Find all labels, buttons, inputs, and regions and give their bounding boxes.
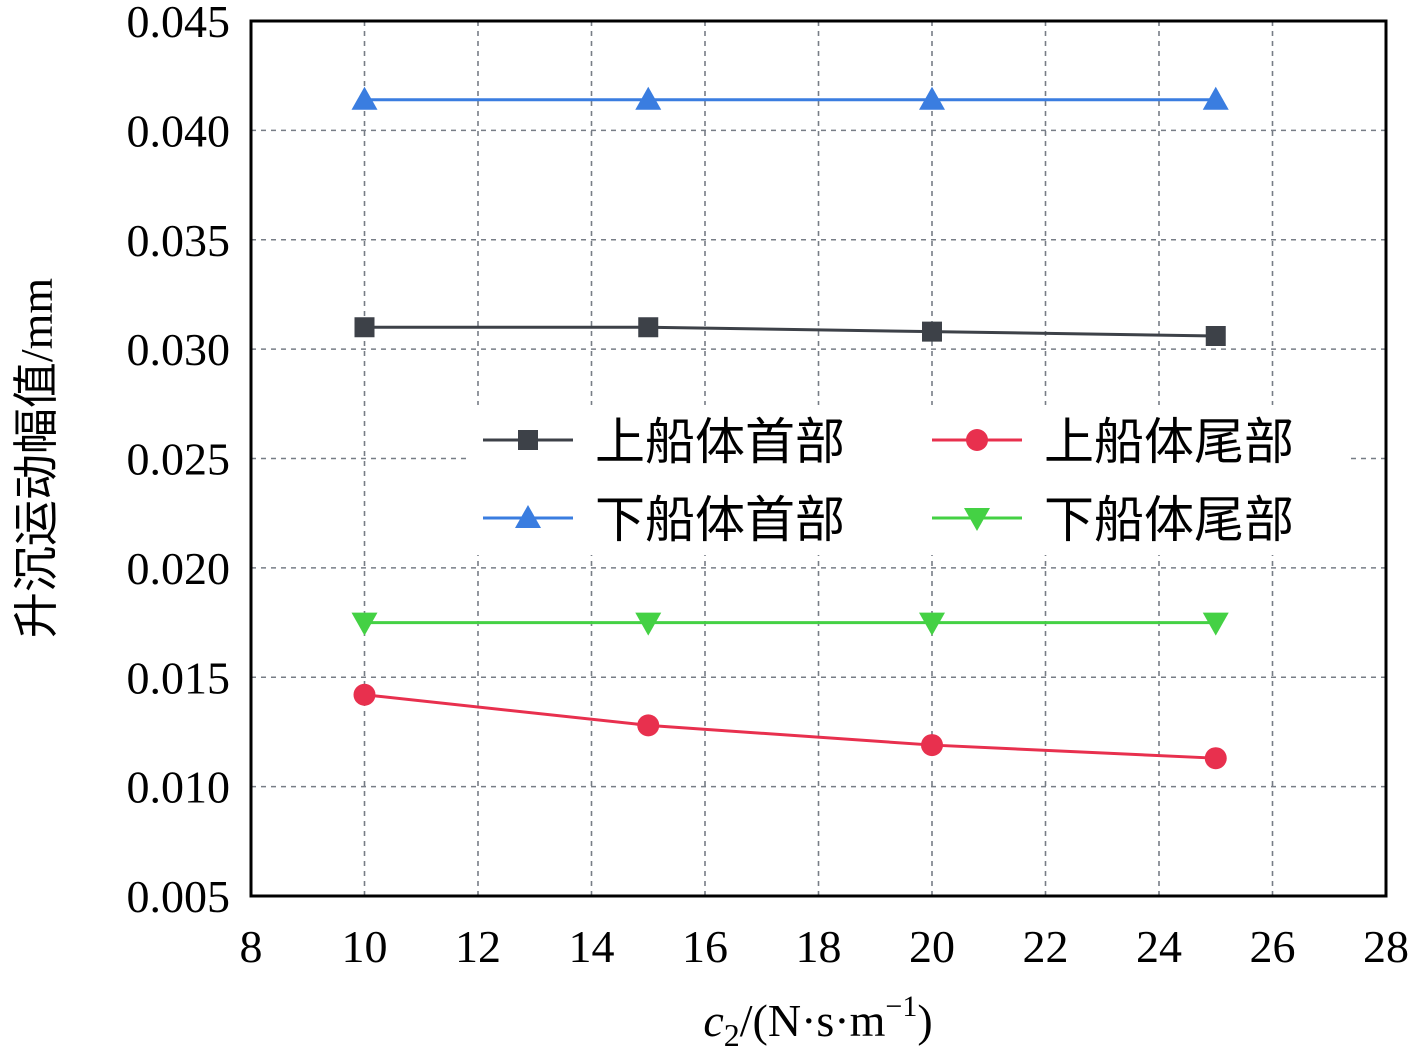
y-tick-label: 0.030: [127, 324, 231, 375]
series-layer: [351, 86, 1229, 770]
data-point: [635, 612, 662, 636]
series-3: [351, 86, 1229, 110]
y-tick-label: 0.005: [127, 871, 231, 922]
data-point: [637, 714, 660, 737]
x-tick-label: 12: [455, 921, 501, 972]
data-point: [353, 683, 376, 706]
data-point: [922, 321, 942, 342]
plot-frame: [249, 19, 1388, 898]
y-tick-label: 0.020: [127, 543, 231, 594]
legend-label: 上船体首部: [595, 413, 845, 471]
y-tick-label: 0.045: [127, 0, 231, 47]
y-tick-label: 0.010: [127, 762, 231, 813]
data-point: [919, 86, 945, 110]
x-tick-label: 10: [342, 921, 388, 972]
data-point: [635, 86, 662, 110]
x-axis-unit-sup: −1: [885, 990, 917, 1023]
x-tick-label: 16: [682, 921, 728, 972]
legend-swatch-marker: [966, 429, 988, 451]
x-tick-label: 8: [240, 921, 263, 972]
series-line: [364, 325, 1216, 338]
x-tick-label: 28: [1363, 921, 1409, 972]
series-line: [364, 693, 1216, 760]
legend-item: 下船体尾部: [932, 491, 1294, 549]
x-tick-label: 24: [1136, 921, 1182, 972]
y-tick-label: 0.040: [127, 105, 231, 156]
data-point: [919, 612, 945, 636]
data-point: [1202, 86, 1229, 110]
x-axis-unit-close: ): [917, 995, 932, 1046]
legend-label: 上船体尾部: [1044, 413, 1294, 471]
y-axis-title: 升沉运动幅值/mm: [11, 278, 62, 639]
data-point: [638, 317, 659, 338]
x-axis-title: c2/(N·s·m−1): [703, 990, 932, 1050]
y-tick-label: 0.035: [127, 215, 231, 266]
x-axis-var: c: [703, 995, 723, 1046]
x-axis-sub: 2: [724, 1017, 740, 1050]
x-tick-label: 18: [796, 921, 842, 972]
legend-item: 上船体尾部: [932, 413, 1294, 471]
tick-layer: 8 10 12 14 16 18 20 22 24 26 28 0.005 0.010 0.015 0.02…: [127, 0, 1410, 972]
series-2: [353, 683, 1227, 770]
data-point: [1202, 612, 1229, 636]
x-tick-label: 14: [569, 921, 615, 972]
legend-background: [470, 405, 1350, 555]
series-1: [354, 317, 1226, 346]
legend-swatch-marker: [964, 508, 990, 531]
x-tick-label: 26: [1250, 921, 1296, 972]
legend-item: 下船体首部: [483, 491, 845, 549]
legend-item: 上船体首部: [483, 413, 845, 471]
data-point: [354, 317, 375, 338]
data-point: [351, 86, 378, 110]
data-point: [1204, 747, 1227, 770]
y-tick-label: 0.025: [127, 434, 231, 485]
data-point: [921, 734, 943, 757]
legend-swatch-marker: [515, 505, 541, 528]
x-axis-unit: /(N·s·m: [740, 995, 886, 1046]
x-tick-label: 20: [909, 921, 955, 972]
legend-label: 下船体首部: [595, 491, 845, 549]
data-point: [351, 612, 378, 636]
data-point: [1205, 326, 1226, 346]
legend-swatch-marker: [518, 430, 538, 450]
y-tick-label: 0.015: [127, 652, 231, 703]
series-4: [351, 612, 1229, 636]
x-tick-label: 22: [1023, 921, 1069, 972]
legend-label: 下船体尾部: [1044, 491, 1294, 549]
